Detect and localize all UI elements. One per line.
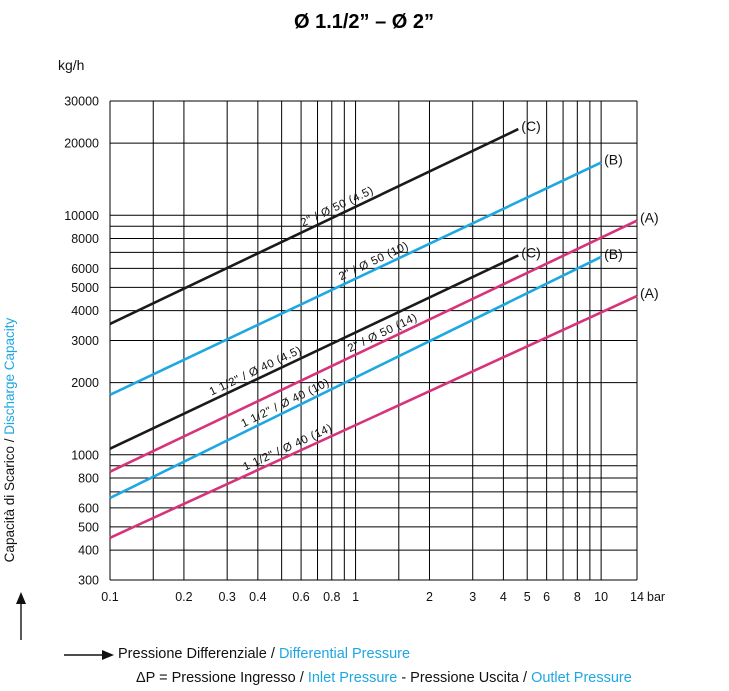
y-tick-label: 2000 [71, 376, 99, 390]
delta-p-note-c: - Pressione Uscita / [397, 670, 532, 686]
y-tick-label: 300 [78, 574, 99, 588]
series-name-label: 2" / Ø 50 (10) [337, 240, 411, 283]
delta-p-note-d: Outlet Pressure [531, 670, 632, 686]
tick-labels: 0.1 0.2 0.3 0.4 0.6 0.8 1 2 3 4 5 6 8 10 14 bar 300 400 50… [64, 95, 665, 605]
x-tick-label: 4 [500, 590, 507, 604]
x-unit-label: bar [647, 590, 665, 604]
x-tick-label: 6 [543, 590, 550, 604]
series-line [109, 254, 519, 450]
y-tick-label: 3000 [71, 334, 99, 348]
series-name-label: 2" / Ø 50 (4.5) [299, 185, 376, 230]
series-line [109, 255, 602, 500]
y-tick-label: 4000 [71, 304, 99, 318]
y-tick-label: 400 [78, 544, 99, 558]
y-tick-label: 20000 [64, 137, 99, 151]
y-axis-label-en: Discharge Capacity [2, 317, 17, 435]
series-end-label: (C) [521, 244, 540, 260]
x-tick-label: 0.4 [249, 590, 266, 604]
x-axis-label: Pressione Differenziale / Differential P… [118, 646, 410, 662]
x-tick-label: 2 [426, 590, 433, 604]
y-tick-label: 600 [78, 501, 99, 515]
y-axis-arrow [16, 592, 26, 640]
y-tick-label: 8000 [71, 232, 99, 246]
series-end-label: (A) [640, 285, 659, 301]
x-tick-label: 5 [524, 590, 531, 604]
x-axis-arrow [64, 650, 114, 660]
delta-p-note-a: ΔP = Pressione Ingresso / [136, 670, 308, 686]
x-tick-label: 3 [469, 590, 476, 604]
y-axis-label-it: Capacità di Scarico / [2, 434, 17, 563]
series-line [109, 161, 602, 396]
x-tick-label: 0.2 [175, 590, 192, 604]
x-tick-label: 0.8 [323, 590, 340, 604]
chart-title: Ø 1.1/2” – Ø 2” [294, 11, 434, 33]
x-tick-label: 1 [352, 590, 359, 604]
x-tick-label: 0.1 [101, 590, 118, 604]
y-tick-label: 30000 [64, 95, 99, 109]
series-line [109, 219, 638, 473]
y-axis-label: Capacità di Scarico / Discharge Capacity [2, 270, 22, 610]
y-tick-label: 800 [78, 471, 99, 485]
x-tick-label: 8 [574, 590, 581, 604]
x-axis-label-en: Differential Pressure [278, 646, 411, 662]
series-line [109, 127, 519, 326]
y-tick-label: 1000 [71, 448, 99, 462]
series-end-label: (B) [604, 246, 623, 262]
x-tick-label: 0.3 [218, 590, 235, 604]
x-tick-label: 0.6 [292, 590, 309, 604]
y-tick-label: 5000 [71, 281, 99, 295]
delta-p-note: ΔP = Pressione Ingresso / Inlet Pressure… [136, 670, 632, 686]
x-tick-label: 14 [630, 590, 644, 604]
x-tick-label: 10 [594, 590, 608, 604]
x-axis-label-it: Pressione Differenziale / [118, 646, 279, 662]
delta-p-note-b: Inlet Pressure [307, 670, 398, 686]
series-lines [109, 127, 638, 539]
y-tick-label: 6000 [71, 262, 99, 276]
series-name-label: 1 1/2" / Ø 40 (4.5) [208, 344, 304, 398]
series-end-label: (B) [604, 152, 623, 168]
series-end-label: (A) [640, 210, 659, 226]
y-tick-label: 10000 [64, 209, 99, 223]
y-tick-label: 500 [78, 520, 99, 534]
series-end-label: (C) [521, 118, 540, 134]
y-unit-label: kg/h [58, 57, 84, 73]
series-line [109, 294, 638, 539]
